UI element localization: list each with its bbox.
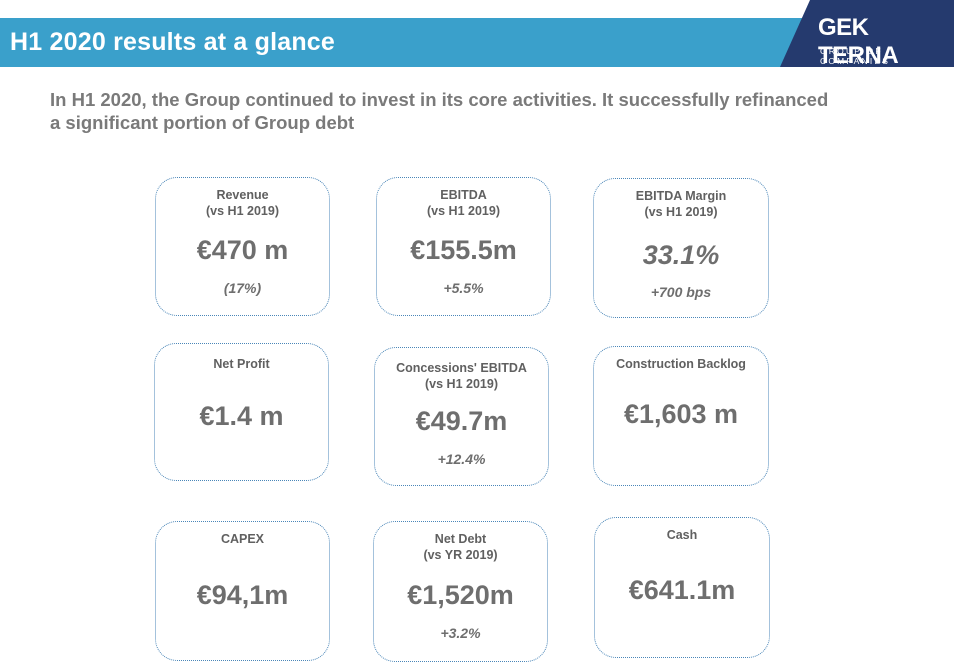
kpi-label: Net Debt (vs YR 2019) <box>423 532 498 562</box>
kpi-value: €94,1m <box>196 580 289 610</box>
logo-background <box>780 0 954 67</box>
kpi-label: EBITDA (vs H1 2019) <box>427 188 500 218</box>
kpi-label: Concessions' EBITDA (vs H1 2019) <box>396 361 527 391</box>
kpi-value: €1,603 m <box>623 399 739 429</box>
kpi-label: Cash <box>666 528 698 542</box>
kpi-label: EBITDA Margin (vs H1 2019) <box>635 189 727 219</box>
kpi-card-cash: Cash €641.1m <box>594 517 770 658</box>
kpi-card-net-debt: Net Debt (vs YR 2019) €1,520m +3.2% <box>373 521 548 662</box>
kpi-card-revenue: Revenue (vs H1 2019) €470 m (17%) <box>155 177 330 316</box>
kpi-change: +3.2% <box>440 625 481 641</box>
kpi-card-construction-backlog: Construction Backlog €1,603 m <box>593 346 769 486</box>
page-title: H1 2020 results at a glance <box>10 28 336 56</box>
kpi-label: Revenue (vs H1 2019) <box>206 188 279 218</box>
kpi-change: +700 bps <box>650 284 712 300</box>
intro-text: In H1 2020, the Group continued to inves… <box>50 88 950 134</box>
kpi-change: +5.5% <box>443 280 484 296</box>
kpi-label: Construction Backlog <box>616 357 746 371</box>
kpi-card-ebitda: EBITDA (vs H1 2019) €155.5m +5.5% <box>376 177 551 316</box>
kpi-card-capex: CAPEX €94,1m <box>155 521 330 661</box>
kpi-change: +12.4% <box>437 451 486 467</box>
kpi-card-ebitda-margin: EBITDA Margin (vs H1 2019) 33.1% +700 bps <box>593 178 769 318</box>
kpi-value: 33.1% <box>642 240 720 270</box>
company-logo: GEK TERNA <box>818 14 899 69</box>
intro-line-2: a significant portion of Group debt <box>50 112 355 133</box>
kpi-value: €470 m <box>196 235 289 265</box>
kpi-label: CAPEX <box>220 532 265 546</box>
kpi-card-concessions-ebitda: Concessions' EBITDA (vs H1 2019) €49.7m +… <box>374 347 549 486</box>
kpi-value: €49.7m <box>415 406 508 436</box>
kpi-label: Net Profit <box>213 357 270 371</box>
kpi-value: €641.1m <box>628 575 736 605</box>
kpi-card-net-profit: Net Profit €1.4 m <box>154 343 329 481</box>
kpi-value: €155.5m <box>410 235 517 265</box>
kpi-value: €1.4 m <box>199 401 284 431</box>
intro-line-1: In H1 2020, the Group continued to inves… <box>50 89 829 110</box>
kpi-change: (17%) <box>223 280 262 296</box>
kpi-value: €1,520m <box>407 580 514 610</box>
company-logo-tagline: GROUP OF COMPANIES <box>820 46 891 66</box>
